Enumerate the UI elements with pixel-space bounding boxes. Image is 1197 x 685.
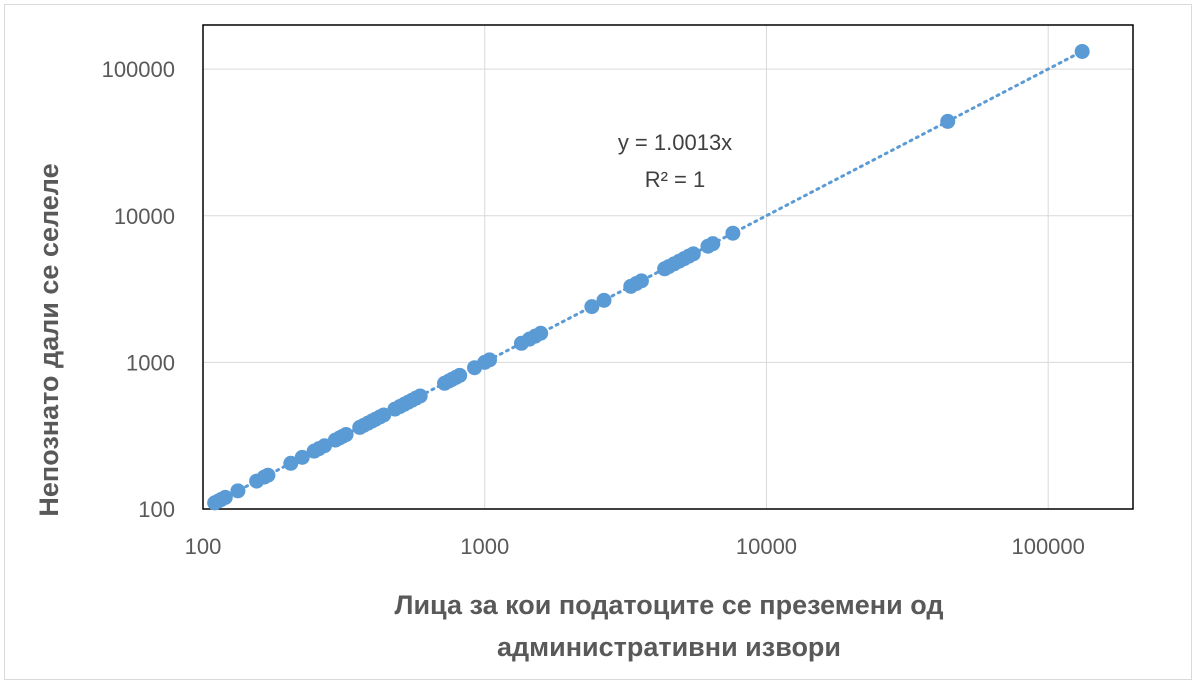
x-tick-label: 10000 bbox=[736, 534, 797, 559]
data-point bbox=[482, 352, 498, 368]
trendline-r-squared: R² = 1 bbox=[645, 167, 706, 192]
x-tick-labels: 100 1000 10000 100000 bbox=[185, 534, 1085, 559]
data-point bbox=[633, 273, 649, 289]
data-point bbox=[294, 449, 310, 465]
data-point bbox=[940, 113, 956, 129]
y-tick-labels: 100 1000 10000 100000 bbox=[102, 57, 175, 522]
data-point bbox=[452, 367, 468, 383]
data-point bbox=[412, 388, 428, 404]
data-point bbox=[217, 489, 233, 505]
y-tick-label: 10000 bbox=[114, 204, 175, 229]
plot-area-border bbox=[202, 24, 1134, 510]
data-point bbox=[260, 467, 276, 483]
data-point bbox=[533, 325, 549, 341]
y-tick-label: 1000 bbox=[126, 350, 175, 375]
data-point bbox=[725, 225, 741, 241]
y-axis-title: Непознато дали се селеле bbox=[34, 163, 64, 516]
trendline-equation: y = 1.0013x bbox=[618, 130, 732, 155]
x-axis-title-line-1: Лица за кои податоците се преземени од bbox=[395, 590, 944, 620]
data-point bbox=[596, 292, 612, 308]
data-point bbox=[283, 455, 299, 471]
data-point bbox=[685, 246, 701, 262]
x-tick-label: 100 bbox=[185, 534, 222, 559]
x-axis-title-line-2: административни извори bbox=[497, 632, 841, 662]
data-point bbox=[338, 427, 354, 443]
data-point bbox=[705, 236, 721, 252]
data-points bbox=[207, 43, 1090, 511]
x-tick-label: 100000 bbox=[1011, 534, 1084, 559]
data-point bbox=[584, 299, 600, 315]
y-tick-label: 100 bbox=[138, 497, 175, 522]
data-point bbox=[376, 407, 392, 423]
chart-frame bbox=[4, 4, 1192, 680]
y-tick-label: 100000 bbox=[102, 57, 175, 82]
data-point bbox=[230, 483, 246, 499]
x-tick-label: 1000 bbox=[460, 534, 509, 559]
data-point bbox=[1074, 43, 1090, 59]
